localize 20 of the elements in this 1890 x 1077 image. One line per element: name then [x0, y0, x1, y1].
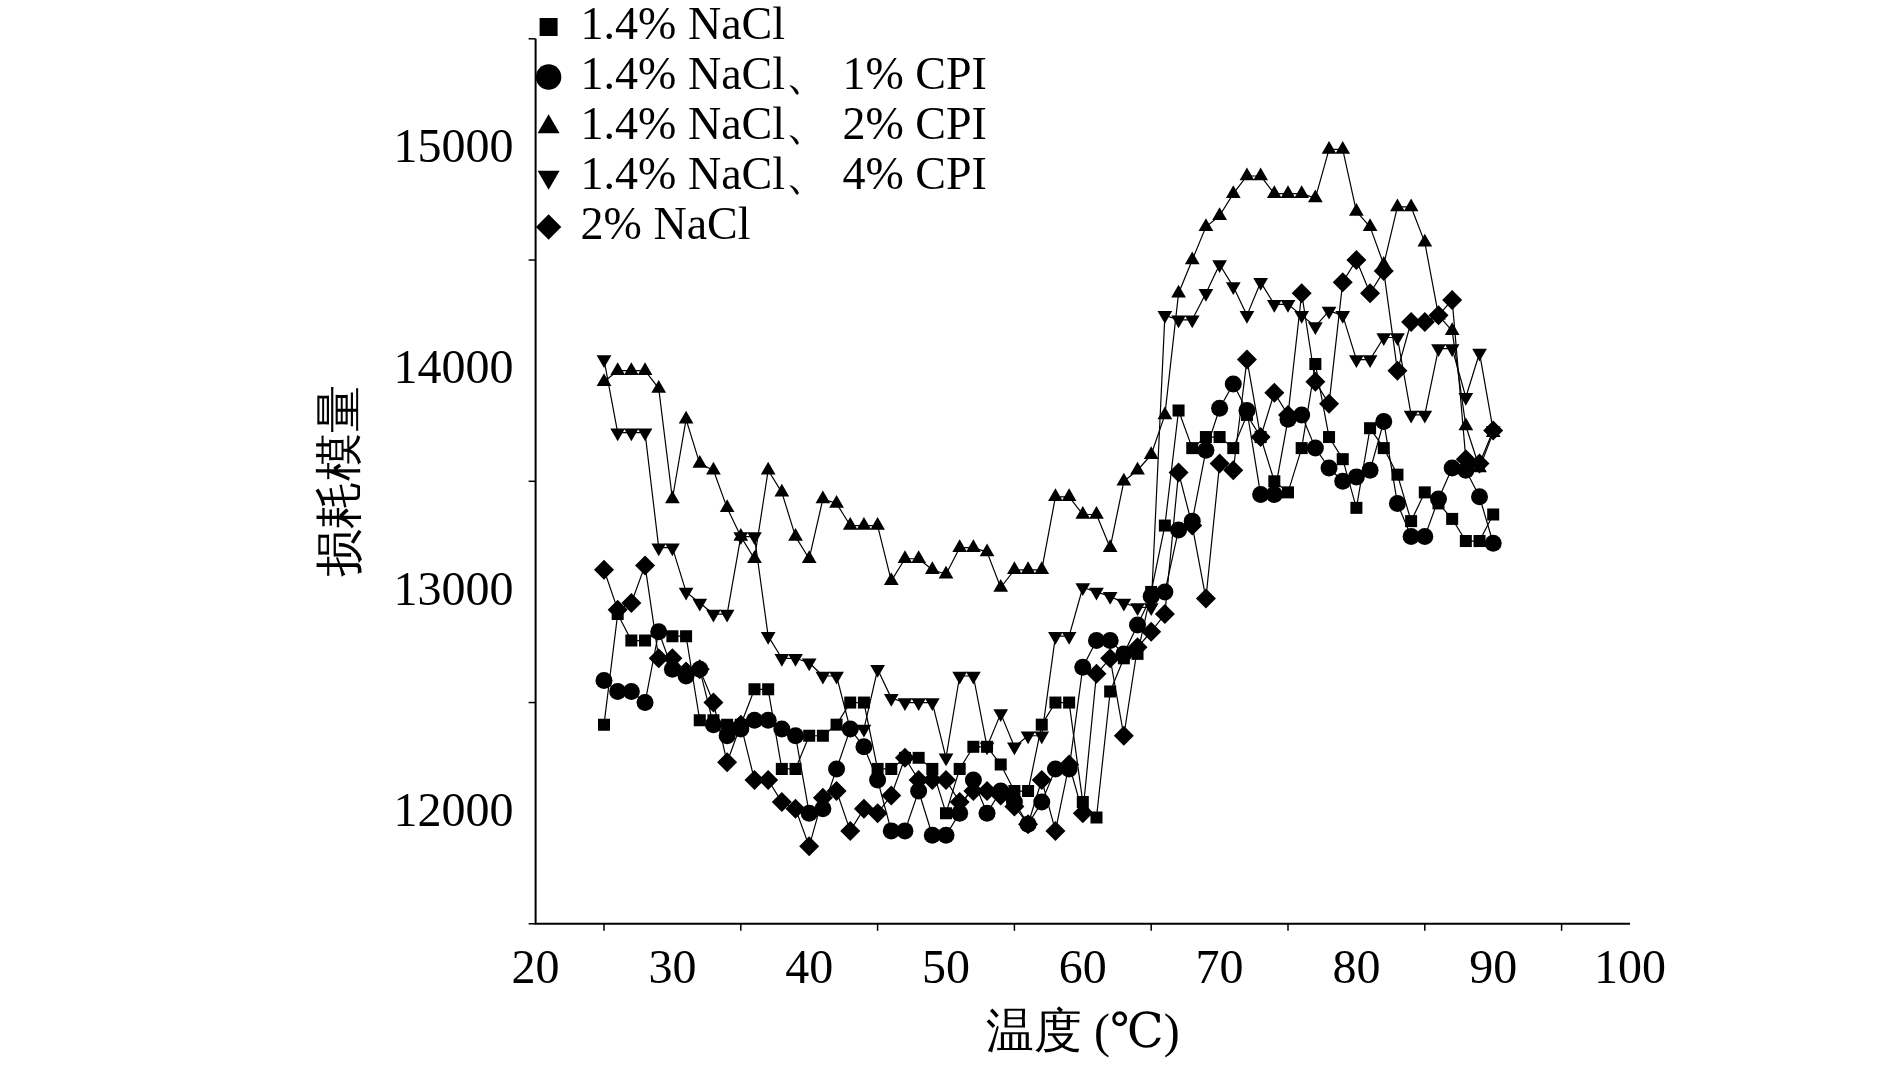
- x-tick-label: 90: [1469, 940, 1518, 994]
- legend-label: 2% NaCl: [580, 198, 751, 250]
- legend-label: 1.4% NaCl、 4% CPI: [580, 148, 987, 200]
- x-tick-label: 20: [511, 940, 560, 994]
- y-tick-label: 13000: [393, 561, 514, 615]
- x-tick-label: 60: [1058, 940, 1107, 994]
- x-tick-label: 50: [922, 940, 970, 994]
- x-tick-label: 30: [648, 940, 697, 994]
- x-tick-label: 80: [1332, 940, 1381, 994]
- x-axis-title: 温度 (℃): [985, 1003, 1180, 1058]
- legend-label: 1.4% NaCl、 1% CPI: [580, 48, 987, 100]
- y-tick-label: 12000: [393, 782, 514, 836]
- legend-label: 1.4% NaCl: [580, 0, 786, 50]
- x-tick-label: 70: [1195, 940, 1244, 994]
- y-tick-label: 14000: [393, 340, 514, 394]
- y-axis-title: 损耗模量: [312, 385, 366, 578]
- x-tick-label: 100: [1594, 940, 1666, 994]
- y-tick-label: 15000: [393, 119, 514, 173]
- legend-label: 1.4% NaCl、 2% CPI: [580, 98, 987, 150]
- x-tick-label: 40: [785, 940, 834, 994]
